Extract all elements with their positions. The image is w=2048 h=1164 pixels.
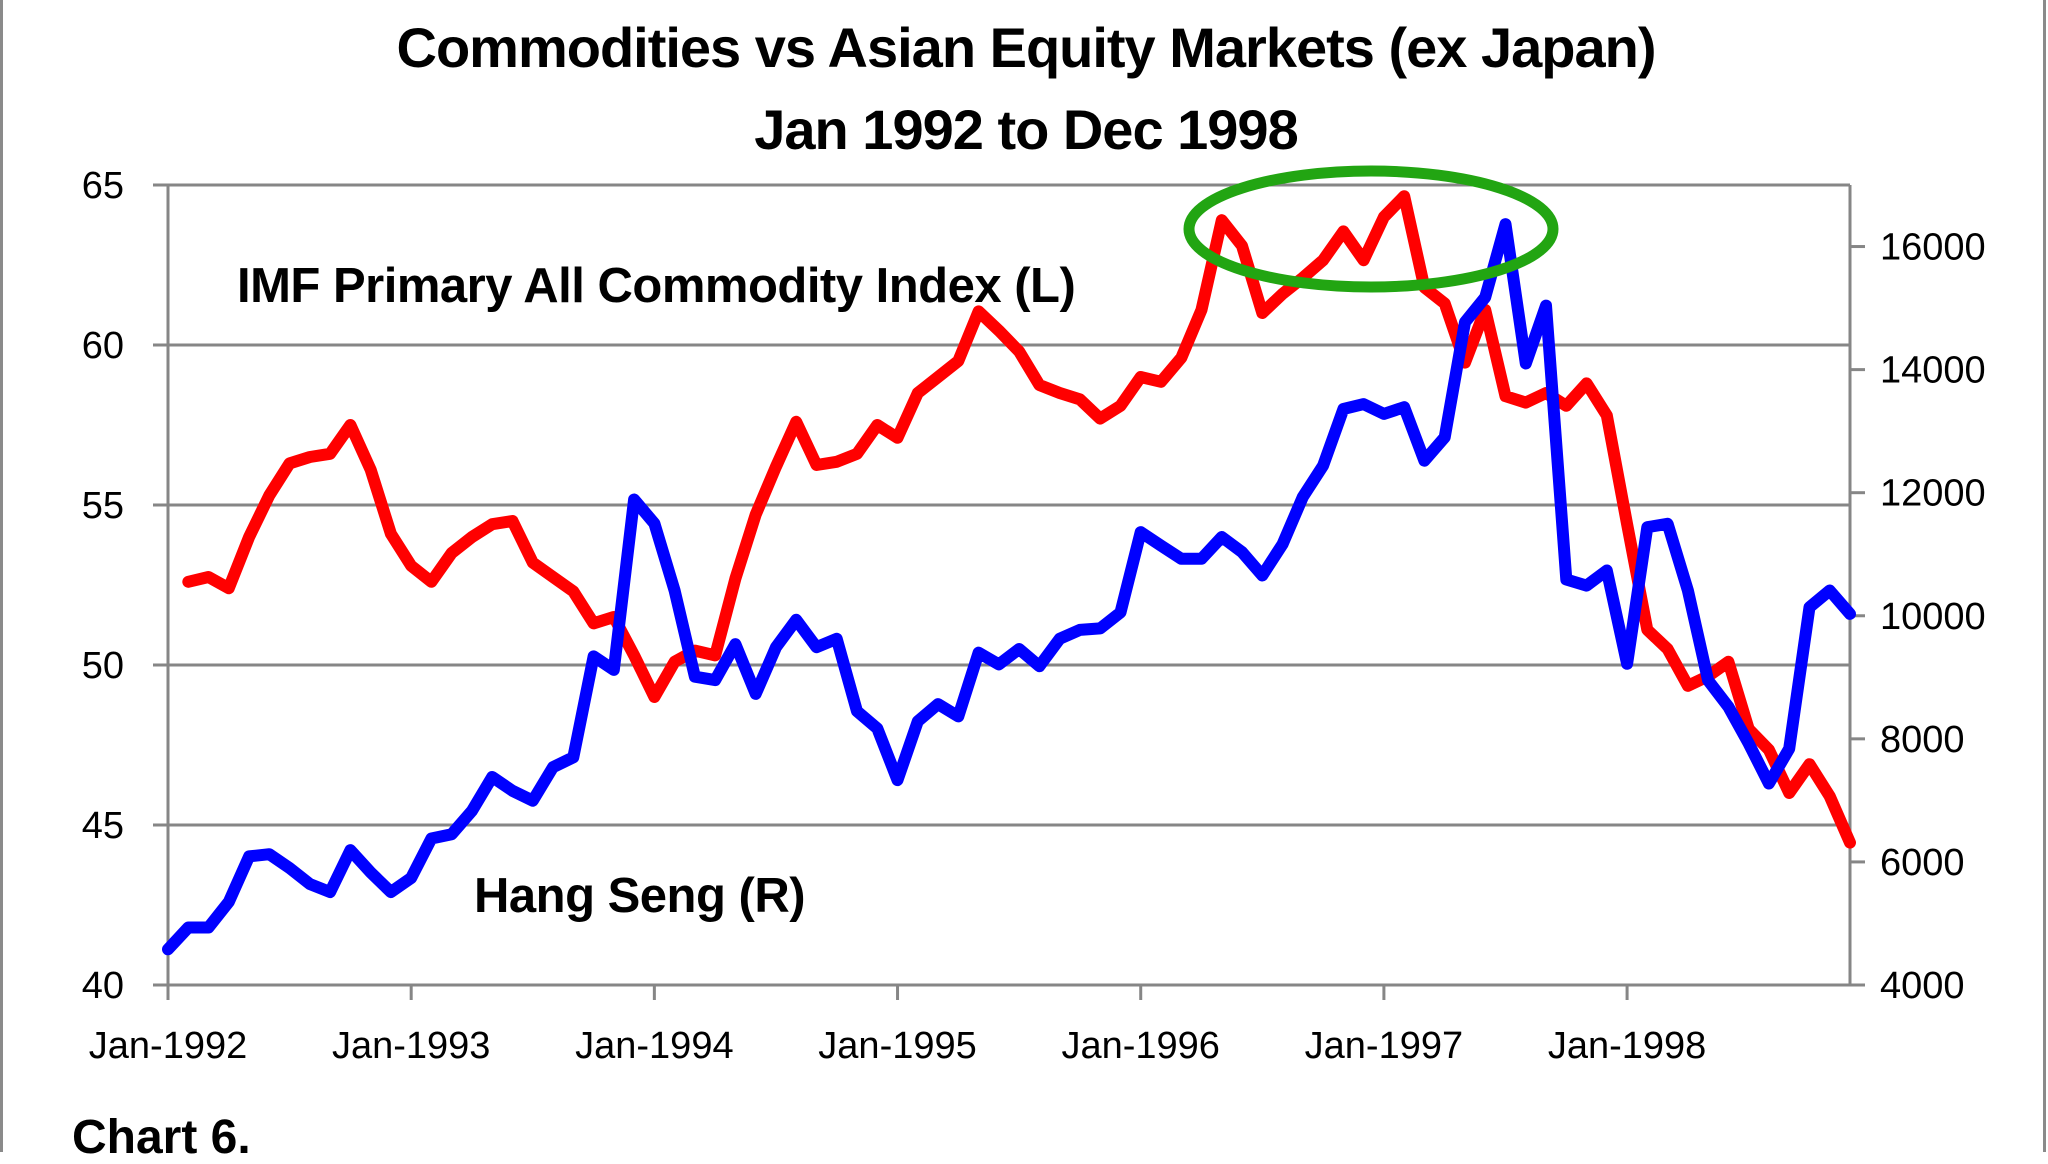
left-tick-label: 55	[82, 485, 124, 527]
left-tick-label: 65	[82, 165, 124, 207]
right-tick-label: 6000	[1880, 842, 1965, 884]
right-tick-label: 12000	[1880, 473, 1986, 515]
x-tick-label: Jan-1997	[1305, 1025, 1463, 1067]
commodity-series-label: IMF Primary All Commodity Index (L)	[237, 259, 1076, 313]
gridlines	[153, 183, 1850, 987]
chart-title: Commodities vs Asian Equity Markets (ex …	[396, 16, 1657, 79]
hang-seng-series-label: Hang Seng (R)	[474, 869, 806, 923]
x-tick-label: Jan-1995	[818, 1025, 976, 1067]
left-tick-label: 50	[82, 645, 124, 687]
x-tick-label: Jan-1996	[1061, 1025, 1219, 1067]
x-tick-label: Jan-1993	[332, 1025, 490, 1067]
left-tick-label: 45	[82, 805, 124, 847]
x-tick-label: Jan-1998	[1548, 1025, 1706, 1067]
right-axis-tick-labels: 4000 6000 8000 10000 12000 14000 16000	[1880, 227, 1986, 1007]
commodity-index-line	[182, 190, 1856, 849]
axes	[166, 185, 1865, 1000]
right-tick-label: 14000	[1880, 350, 1986, 392]
chart-caption: Chart 6.	[72, 1111, 251, 1164]
x-axis-tick-labels: Jan-1992 Jan-1993 Jan-1994 Jan-1995 Jan-1996…	[89, 1025, 1707, 1067]
left-tick-label: 40	[82, 965, 124, 1007]
left-axis-tick-labels: 40 45 50 55 60 65	[82, 165, 124, 1007]
page-border-left	[0, 0, 3, 1152]
x-tick-label: Jan-1992	[89, 1025, 247, 1067]
right-tick-label: 16000	[1880, 227, 1986, 269]
right-tick-label: 4000	[1880, 965, 1965, 1007]
right-tick-label: 10000	[1880, 596, 1986, 638]
page-border-right	[2043, 0, 2046, 1152]
highlight-ellipse	[1183, 165, 1559, 293]
left-tick-label: 60	[82, 325, 124, 367]
chart-subtitle: Jan 1992 to Dec 1998	[754, 98, 1298, 161]
right-tick-label: 8000	[1880, 719, 1965, 761]
hang-seng-line	[162, 218, 1856, 956]
x-tick-label: Jan-1994	[575, 1025, 733, 1067]
